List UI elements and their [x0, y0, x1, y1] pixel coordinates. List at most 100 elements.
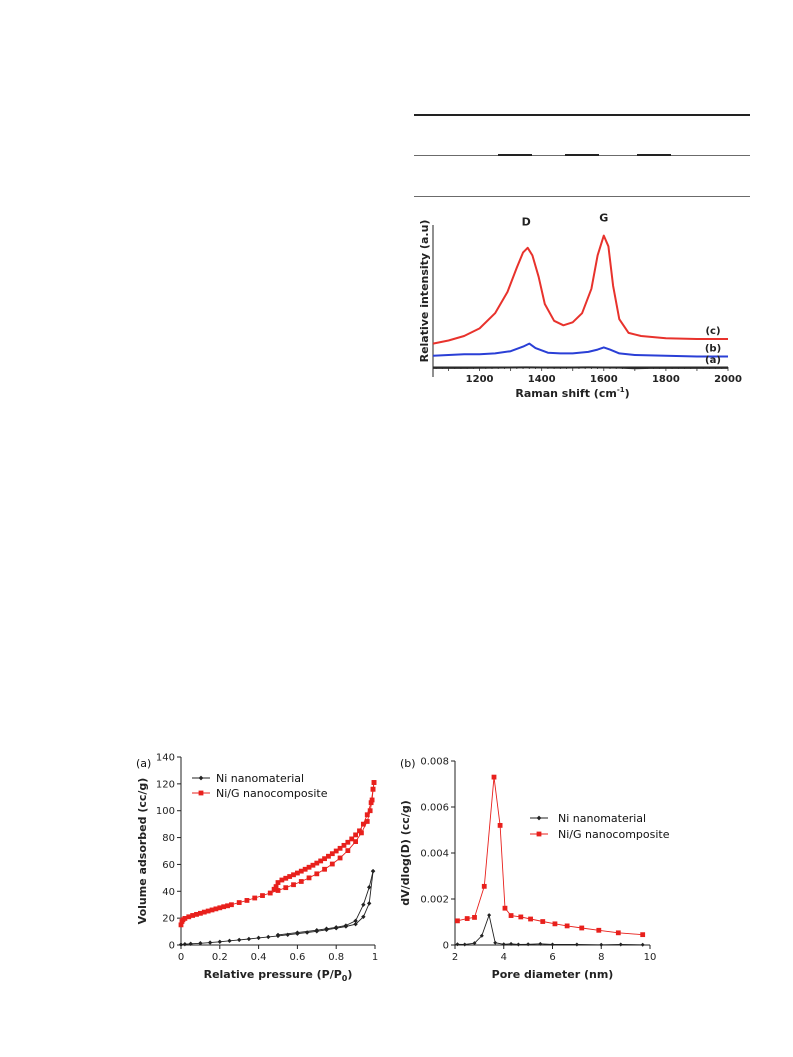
series-line-1: [457, 777, 643, 936]
data-point: [322, 856, 327, 862]
data-point: [314, 860, 320, 866]
data-point: [256, 935, 261, 941]
data-point: [275, 932, 281, 938]
data-point: [366, 885, 372, 890]
data-point: [285, 932, 290, 937]
data-point: [343, 923, 349, 928]
data-point: [528, 916, 533, 922]
data-point: [368, 800, 374, 806]
x-axis-title: Pore diameter (nm): [492, 968, 614, 981]
legend-label-0: Ni nanomaterial: [216, 772, 304, 785]
y-tick-label: 0: [443, 941, 449, 952]
x-tick-label: 0: [178, 952, 184, 963]
data-point: [516, 942, 521, 947]
data-point: [369, 797, 375, 803]
x-tick-label: 8: [598, 952, 604, 963]
data-point: [337, 855, 343, 861]
data-point: [349, 836, 355, 842]
data-point: [367, 808, 373, 814]
data-point: [361, 902, 366, 907]
x-axis-title-main: Relative pressure (P/P: [204, 968, 342, 981]
data-point: [237, 937, 242, 943]
data-point: [370, 786, 376, 792]
data-point: [190, 913, 196, 918]
x-tick-label: 6: [549, 952, 555, 963]
data-point: [596, 927, 602, 933]
data-point: [345, 839, 351, 845]
isotherm-labels: Relative pressure (P/P0)Volume adsorbed …: [136, 757, 352, 983]
legend-marker-0: [536, 815, 542, 821]
raman-labels: Raman shift (cm-1) Relative intensity (a.…: [418, 212, 721, 400]
data-point: [246, 936, 252, 942]
data-point: [266, 934, 271, 940]
data-point: [526, 942, 531, 947]
data-point: [497, 823, 503, 828]
x-tick-label: 10: [644, 952, 657, 963]
data-point: [302, 866, 308, 872]
data-point: [502, 905, 508, 911]
data-point: [322, 866, 327, 872]
data-point: [225, 903, 230, 909]
x-axis-title-main: Raman shift (cm: [515, 387, 616, 400]
data-point: [345, 848, 351, 853]
adsorption-line-1: [180, 782, 375, 926]
data-point: [481, 883, 487, 889]
data-point: [615, 930, 621, 936]
data-point: [599, 942, 604, 947]
data-point: [472, 915, 477, 920]
legend-label-1: Ni/G nanocomposite: [558, 828, 670, 841]
data-point: [178, 942, 184, 947]
data-point: [518, 914, 524, 920]
data-point: [353, 839, 358, 844]
data-point: [306, 875, 312, 881]
data-point: [364, 819, 370, 824]
x-tick-label: 1200: [466, 374, 494, 385]
x-axis-title-tail: ): [625, 387, 630, 400]
data-point: [267, 890, 273, 896]
data-point: [201, 909, 207, 915]
data-point: [283, 885, 289, 891]
data-point: [329, 851, 335, 857]
legend-label-1: Ni/G nanocomposite: [216, 787, 328, 800]
series-line-0: [432, 234, 728, 345]
data-point: [287, 874, 293, 879]
data-point: [455, 942, 460, 947]
data-point: [221, 904, 227, 910]
x-axis-title-sub: 0: [342, 974, 348, 983]
data-point: [366, 901, 372, 906]
pore-size-axes: 0 0.002 0.004 0.006 0.008 2 4 6 8 10: [420, 757, 656, 964]
isotherm-axes: 0 20 40 60 80 100 120 140 0 0.2 0.4 0.6 0.8 1: [156, 753, 378, 964]
data-point: [291, 882, 296, 888]
y-tick-label: 100: [156, 806, 175, 817]
data-point: [357, 828, 362, 834]
data-point: [509, 941, 514, 946]
data-point: [472, 941, 477, 946]
data-point: [618, 942, 623, 947]
data-point: [479, 933, 484, 938]
data-point: [217, 905, 223, 911]
legend-marker-1: [536, 831, 542, 837]
raman-spectrum-chart: 1200 1400 1600 1800 2000 Raman shift (cm-1)R…: [418, 212, 742, 400]
data-point: [275, 880, 281, 885]
peak-label-G: G: [599, 212, 608, 225]
panel-label: (b): [400, 757, 416, 770]
data-point: [314, 871, 320, 877]
data-point: [260, 893, 265, 898]
data-point: [326, 853, 331, 859]
y-tick-label: 80: [162, 833, 175, 844]
data-point: [236, 900, 242, 905]
data-point: [501, 942, 506, 947]
data-point: [275, 888, 281, 893]
y-tick-label: 120: [156, 779, 175, 790]
data-point: [182, 941, 188, 947]
data-point: [540, 919, 546, 924]
data-point: [491, 774, 497, 780]
data-point: [464, 916, 470, 921]
x-tick-label: 0.4: [251, 952, 267, 963]
data-point: [574, 942, 579, 947]
y-tick-label: 60: [162, 860, 175, 871]
table-top-rule: [414, 114, 750, 116]
table-bottom-rule: [414, 196, 750, 197]
raman-series: [432, 234, 728, 370]
x-tick-label: 0.2: [212, 952, 228, 963]
